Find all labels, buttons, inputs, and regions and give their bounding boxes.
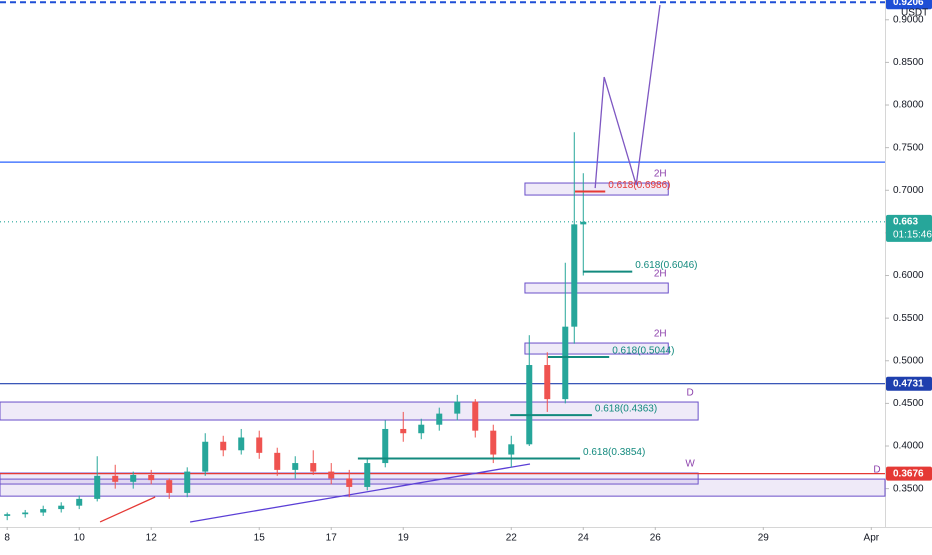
x-tick-label: 17 (326, 533, 338, 544)
candle-body (130, 474, 137, 482)
countdown: 01:15:46 (893, 229, 932, 240)
y-tick-label: 0.8500 (893, 57, 924, 68)
zone-label: W (685, 459, 695, 470)
candle-body (580, 221, 587, 225)
y-tick-label: 0.4500 (893, 398, 924, 409)
candle-body (400, 428, 407, 434)
price-label-box (886, 0, 932, 10)
price-label: 0.9206 (893, 0, 924, 8)
y-tick-label: 0.7500 (893, 142, 924, 153)
candle-body (490, 430, 497, 455)
y-tick-label: 0.4000 (893, 441, 924, 452)
price-label: 0.663 (893, 216, 918, 227)
x-tick-label: 24 (578, 533, 590, 544)
candle-body (166, 480, 173, 493)
zone (0, 401, 699, 421)
x-tick-label: 26 (650, 533, 662, 544)
candle-body (94, 475, 101, 499)
y-tick-label: 0.6000 (893, 270, 924, 281)
zone (524, 342, 669, 355)
candle-body (310, 463, 317, 472)
zone-label: 2H (654, 269, 667, 280)
y-tick-label: 0.8000 (893, 100, 924, 111)
candle-body (274, 452, 281, 470)
x-tick-label: 22 (506, 533, 518, 544)
zone-label: 2H (654, 169, 667, 180)
candle-body (220, 441, 227, 451)
candle-body (256, 437, 263, 453)
trend-line (189, 463, 531, 523)
trend-line (99, 496, 156, 523)
fib-label: 0.618(0.6046) (635, 260, 697, 271)
candle-body (436, 413, 443, 425)
y-tick-label: 0.7000 (893, 185, 924, 196)
candle-body (526, 365, 533, 445)
candle-body (22, 512, 29, 515)
candle-body (40, 509, 47, 513)
x-tick-label: Apr (864, 533, 880, 544)
y-tick-label: 0.3500 (893, 483, 924, 494)
candle-body (148, 474, 155, 481)
candle-body (382, 428, 389, 464)
candle-body (364, 463, 371, 487)
price-label: 0.4731 (893, 378, 924, 389)
price-label-box (886, 214, 932, 242)
candle-body (202, 441, 209, 472)
candle-body (76, 498, 83, 506)
y-tick-label: 0.5000 (893, 355, 924, 366)
fib-label: 0.618(0.5044) (612, 346, 674, 357)
candle-body (184, 471, 191, 493)
candle-body (544, 365, 551, 400)
x-tick-label: 19 (398, 533, 410, 544)
candle-body (418, 424, 425, 434)
candle-body (472, 401, 479, 431)
x-tick-label: 12 (146, 533, 158, 544)
zone-label: D (873, 465, 880, 476)
price-label-box (886, 376, 932, 391)
y-tick-label: 0.9000 (893, 14, 924, 25)
candle-body (292, 463, 299, 470)
candle-body (328, 471, 335, 479)
trend-line (594, 4, 661, 189)
zone-label: 2H (654, 329, 667, 340)
x-tick-label: 10 (74, 533, 86, 544)
x-tick-label: 15 (254, 533, 266, 544)
candle-body (58, 505, 65, 510)
candle-body (238, 437, 245, 451)
zone (524, 182, 669, 196)
fib-label: 0.618(0.4363) (595, 404, 657, 415)
candle-body (4, 514, 11, 516)
fib-label: 0.618(0.3854) (583, 447, 645, 458)
candle-body (571, 224, 578, 327)
candle-body (454, 401, 461, 414)
candle-body (112, 475, 119, 482)
price-label: 0.3676 (893, 468, 924, 479)
price-label-box (886, 466, 932, 481)
currency-label: USDT (901, 8, 928, 19)
y-tick-label: 0.5500 (893, 313, 924, 324)
candle-body (346, 478, 353, 487)
zone-label: D (687, 388, 694, 399)
fib-label: 0.618(0.6986) (608, 180, 670, 191)
candle-body (508, 444, 515, 455)
x-tick-label: 29 (758, 533, 770, 544)
candle-body (562, 326, 569, 400)
zone (524, 282, 669, 294)
x-tick-label: 8 (4, 533, 10, 544)
